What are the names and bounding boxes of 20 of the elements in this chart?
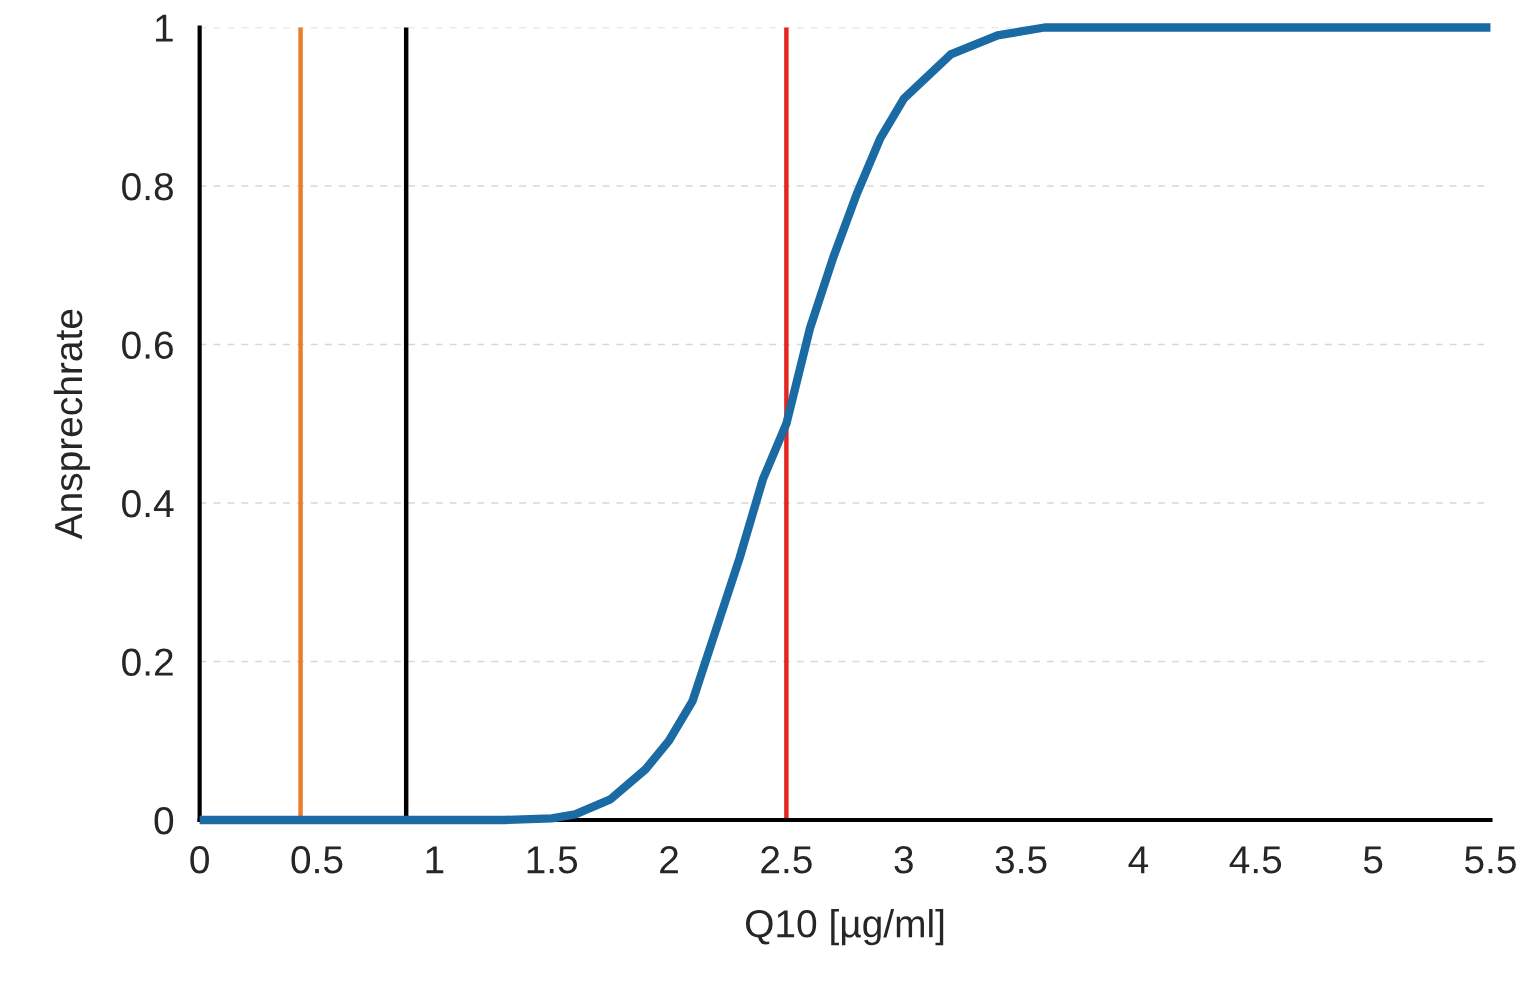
x-tick-label: 4.5 <box>1229 846 1282 874</box>
y-tick-label: 0.2 <box>122 648 173 676</box>
y-tick-label: 1 <box>155 14 173 42</box>
y-tick-label: 0.6 <box>122 331 173 359</box>
x-tick-label: 4 <box>1128 846 1149 874</box>
x-tick-label: 5 <box>1363 846 1383 874</box>
x-tick-label: 3 <box>894 846 913 874</box>
x-tick-label: 0.5 <box>291 846 343 874</box>
y-axis-title: Ansprechrate <box>53 309 91 540</box>
x-tick-label: 3.5 <box>995 846 1047 874</box>
x-tick-label: 0 <box>190 846 209 874</box>
x-tick-label: 1.5 <box>527 846 578 874</box>
x-tick-label: 2.5 <box>761 846 812 874</box>
y-tick-label: 0 <box>154 806 174 835</box>
x-axis-title: Q10 [µg/ml] <box>746 909 944 946</box>
y-tick-label: 0.8 <box>122 172 173 201</box>
x-tick-label: 5.5 <box>1465 846 1516 874</box>
x-tick-label: 1 <box>426 846 444 874</box>
y-tick-label: 0.4 <box>122 489 174 518</box>
x-tick-label: 2 <box>660 846 678 874</box>
